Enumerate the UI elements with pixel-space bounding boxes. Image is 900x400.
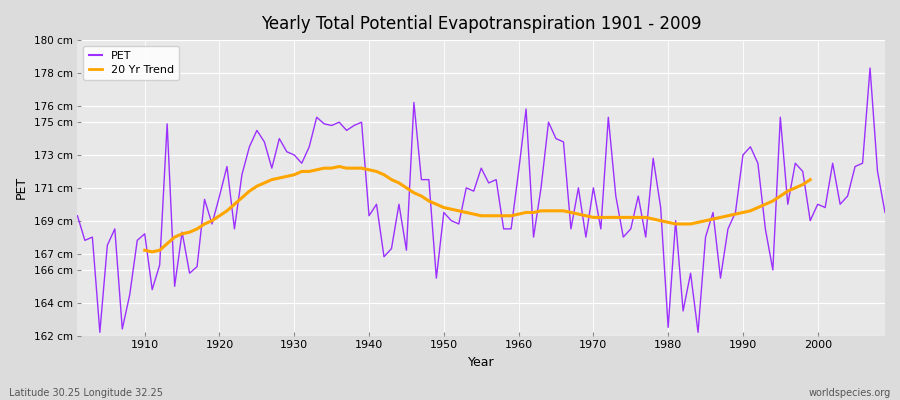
20 Yr Trend [723,213,734,218]
PET [140,232,150,236]
Y-axis label: PET: PET [15,176,28,200]
20 Yr Trend [356,166,367,170]
20 Yr Trend [334,164,345,169]
X-axis label: Year: Year [468,356,494,369]
20 Yr Trend [237,195,248,200]
Line: 20 Yr Trend: 20 Yr Trend [145,166,810,252]
20 Yr Trend [140,248,150,253]
20 Yr Trend [805,177,815,182]
20 Yr Trend [707,217,718,222]
Line: PET: PET [77,68,885,332]
PET [521,107,532,112]
Legend: PET, 20 Yr Trend: PET, 20 Yr Trend [83,46,179,80]
PET [513,169,524,174]
PET [72,213,83,218]
PET [304,144,315,149]
20 Yr Trend [618,215,629,220]
Text: worldspecies.org: worldspecies.org [809,388,891,398]
20 Yr Trend [147,250,158,254]
PET [94,330,105,335]
PET [348,123,359,128]
PET [610,194,621,198]
Text: Latitude 30.25 Longitude 32.25: Latitude 30.25 Longitude 32.25 [9,388,163,398]
PET [865,66,876,70]
PET [879,210,890,215]
20 Yr Trend [790,186,801,190]
Title: Yearly Total Potential Evapotranspiration 1901 - 2009: Yearly Total Potential Evapotranspiratio… [261,15,701,33]
